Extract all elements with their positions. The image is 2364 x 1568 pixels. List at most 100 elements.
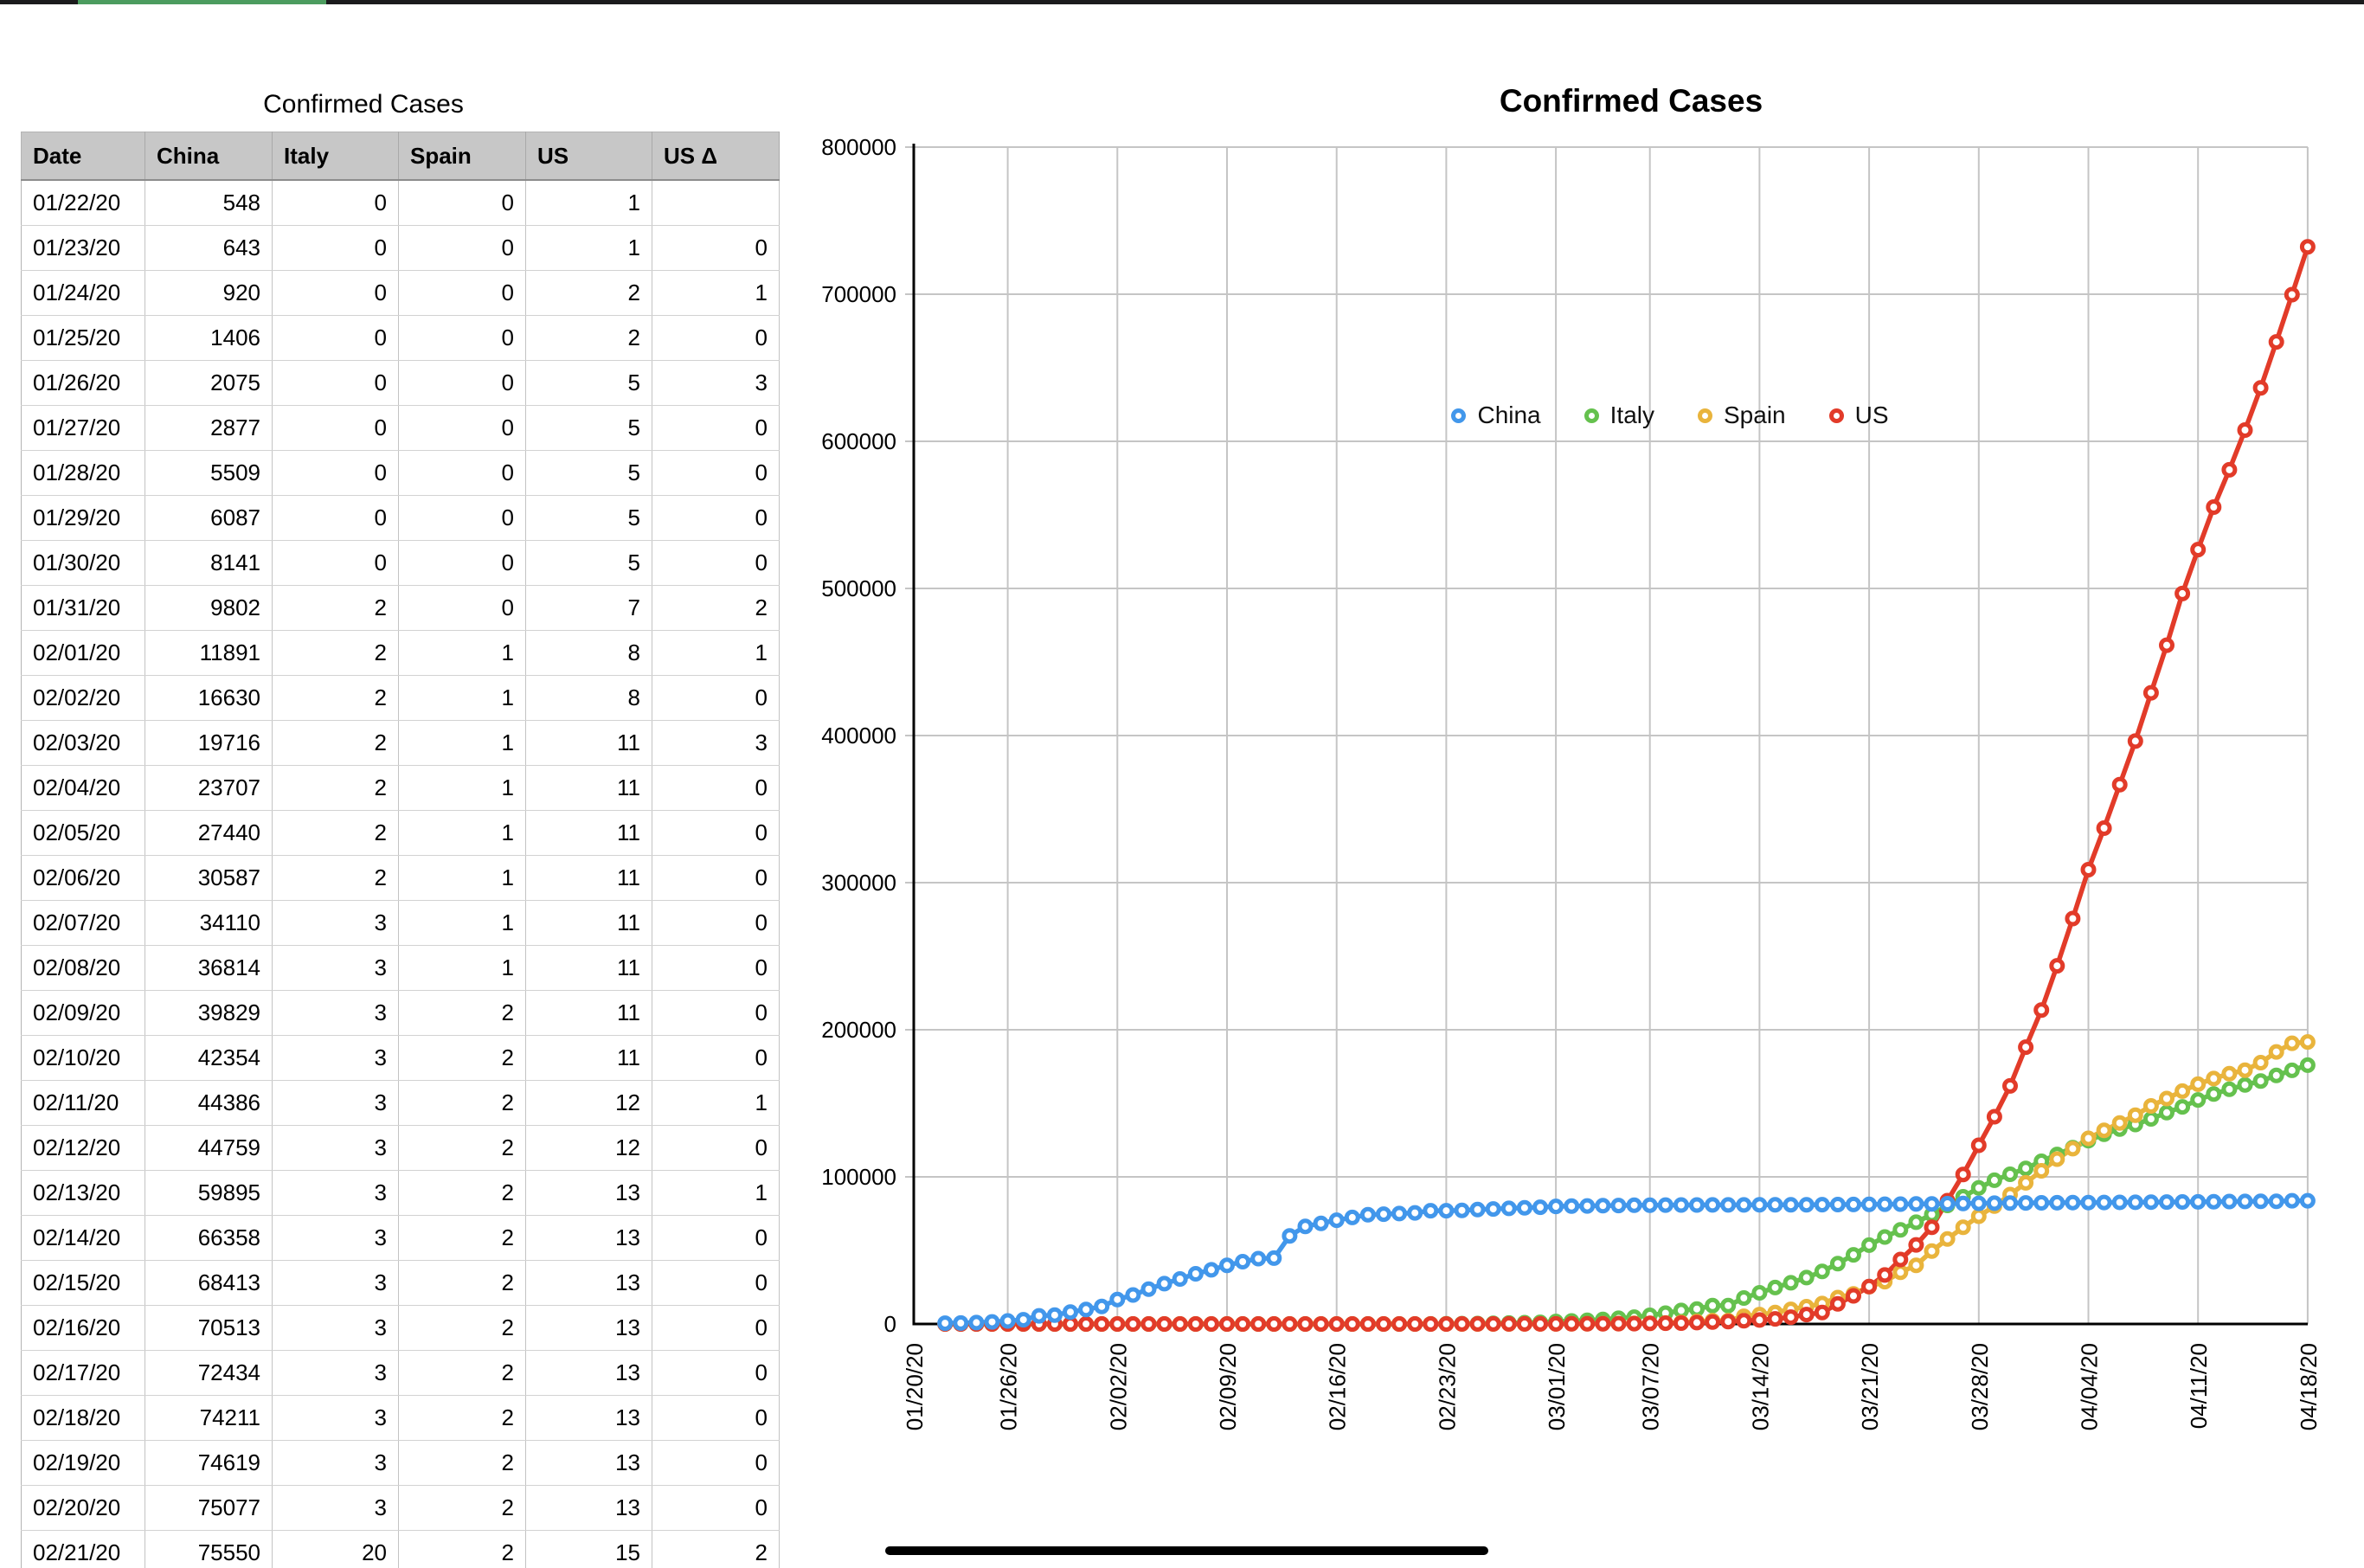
cell-value[interactable]: 6087 (145, 495, 273, 541)
cell-value[interactable]: 75077 (145, 1485, 273, 1531)
cell-value[interactable]: 0 (652, 945, 780, 991)
cell-value[interactable]: 39829 (145, 990, 273, 1036)
cell-value[interactable]: 2 (398, 1170, 526, 1216)
cell-value[interactable]: 1 (398, 855, 526, 901)
cell-value[interactable]: 2 (272, 720, 399, 766)
cell-value[interactable]: 36814 (145, 945, 273, 991)
cell-value[interactable]: 1 (398, 900, 526, 946)
cell-date[interactable]: 02/07/20 (21, 900, 145, 946)
cell-value[interactable]: 1 (398, 765, 526, 811)
cell-value[interactable]: 30587 (145, 855, 273, 901)
cell-value[interactable]: 74619 (145, 1440, 273, 1486)
cell-value[interactable]: 2 (272, 585, 399, 631)
cell-value[interactable]: 8141 (145, 540, 273, 586)
cell-value[interactable]: 1 (652, 1080, 780, 1126)
cell-value[interactable]: 5 (525, 405, 652, 451)
cell-date[interactable]: 02/21/20 (21, 1530, 145, 1568)
cell-value[interactable]: 0 (652, 405, 780, 451)
cell-date[interactable]: 02/08/20 (21, 945, 145, 991)
cell-value[interactable]: 13 (525, 1170, 652, 1216)
cell-value[interactable]: 1 (652, 630, 780, 676)
cell-date[interactable]: 02/03/20 (21, 720, 145, 766)
cell-value[interactable]: 2 (398, 1530, 526, 1568)
cell-value[interactable]: 1 (652, 1170, 780, 1216)
cell-value[interactable]: 19716 (145, 720, 273, 766)
cell-value[interactable]: 70513 (145, 1305, 273, 1351)
cell-value[interactable]: 2 (272, 810, 399, 856)
cell-value[interactable]: 0 (398, 270, 526, 316)
cell-value[interactable]: 13 (525, 1305, 652, 1351)
cell-value[interactable]: 2 (398, 1485, 526, 1531)
cell-value[interactable]: 13 (525, 1395, 652, 1441)
cell-date[interactable]: 02/13/20 (21, 1170, 145, 1216)
cell-value[interactable]: 11 (525, 720, 652, 766)
cell-value[interactable]: 0 (272, 180, 399, 226)
cell-value[interactable]: 2 (652, 585, 780, 631)
cell-value[interactable]: 0 (652, 675, 780, 721)
cell-value[interactable]: 1 (398, 675, 526, 721)
cell-value[interactable]: 0 (652, 1440, 780, 1486)
cell-value[interactable]: 3 (272, 1080, 399, 1126)
cell-value[interactable]: 2 (652, 1530, 780, 1568)
cell-value[interactable]: 0 (398, 315, 526, 361)
cell-date[interactable]: 02/01/20 (21, 630, 145, 676)
column-header-italy[interactable]: Italy (272, 132, 399, 181)
cell-value[interactable]: 7 (525, 585, 652, 631)
cell-value[interactable]: 8 (525, 630, 652, 676)
cell-value[interactable]: 5 (525, 495, 652, 541)
cell-value[interactable]: 2 (398, 1260, 526, 1306)
cell-value[interactable]: 0 (398, 180, 526, 226)
cell-date[interactable]: 02/18/20 (21, 1395, 145, 1441)
cell-value[interactable]: 34110 (145, 900, 273, 946)
cell-value[interactable]: 8 (525, 675, 652, 721)
cell-value[interactable]: 0 (652, 765, 780, 811)
cell-value[interactable]: 42354 (145, 1035, 273, 1081)
cell-value[interactable]: 11 (525, 855, 652, 901)
cell-value[interactable]: 0 (652, 1305, 780, 1351)
cell-value[interactable]: 13 (525, 1485, 652, 1531)
cell-value[interactable]: 74211 (145, 1395, 273, 1441)
cell-value[interactable]: 2075 (145, 360, 273, 406)
cell-value[interactable]: 0 (398, 360, 526, 406)
cell-value[interactable]: 11 (525, 765, 652, 811)
cell-date[interactable]: 02/10/20 (21, 1035, 145, 1081)
cell-value[interactable]: 643 (145, 225, 273, 271)
cell-value[interactable]: 0 (652, 1215, 780, 1261)
cell-date[interactable]: 01/27/20 (21, 405, 145, 451)
cell-value[interactable]: 11891 (145, 630, 273, 676)
cell-value[interactable]: 1 (525, 225, 652, 271)
cell-value[interactable]: 11 (525, 945, 652, 991)
cases-table[interactable]: Date China Italy Spain US US Δ 01/22/20 548 0 0 1… (21, 132, 780, 1568)
cell-value[interactable]: 12 (525, 1125, 652, 1171)
cell-value[interactable]: 2 (398, 1035, 526, 1081)
cell-value[interactable]: 5 (525, 360, 652, 406)
cell-value[interactable]: 2 (398, 1305, 526, 1351)
cell-value[interactable]: 2 (398, 1440, 526, 1486)
cell-value[interactable]: 13 (525, 1350, 652, 1396)
cell-value[interactable]: 2 (398, 1395, 526, 1441)
cell-value[interactable]: 0 (652, 1035, 780, 1081)
cell-value[interactable]: 0 (652, 1260, 780, 1306)
cell-value[interactable]: 3 (272, 1260, 399, 1306)
cell-value[interactable]: 2 (398, 1080, 526, 1126)
cell-value[interactable]: 1 (525, 180, 652, 226)
cell-value[interactable]: 1 (398, 810, 526, 856)
cell-value[interactable]: 0 (272, 450, 399, 496)
cell-value[interactable]: 75550 (145, 1530, 273, 1568)
cell-value[interactable]: 0 (652, 1485, 780, 1531)
cell-value[interactable]: 0 (272, 495, 399, 541)
cell-value[interactable]: 0 (398, 495, 526, 541)
cell-value[interactable]: 3 (272, 900, 399, 946)
cell-value[interactable]: 0 (652, 540, 780, 586)
cell-value[interactable]: 16630 (145, 675, 273, 721)
cell-value[interactable]: 15 (525, 1530, 652, 1568)
cell-value[interactable]: 3 (272, 1395, 399, 1441)
cell-value[interactable]: 44759 (145, 1125, 273, 1171)
cell-value[interactable]: 2 (398, 990, 526, 1036)
cell-value[interactable]: 9802 (145, 585, 273, 631)
cell-value[interactable]: 0 (398, 225, 526, 271)
cell-value[interactable]: 66358 (145, 1215, 273, 1261)
cell-value[interactable]: 3 (272, 1125, 399, 1171)
column-header-us[interactable]: US (525, 132, 652, 181)
